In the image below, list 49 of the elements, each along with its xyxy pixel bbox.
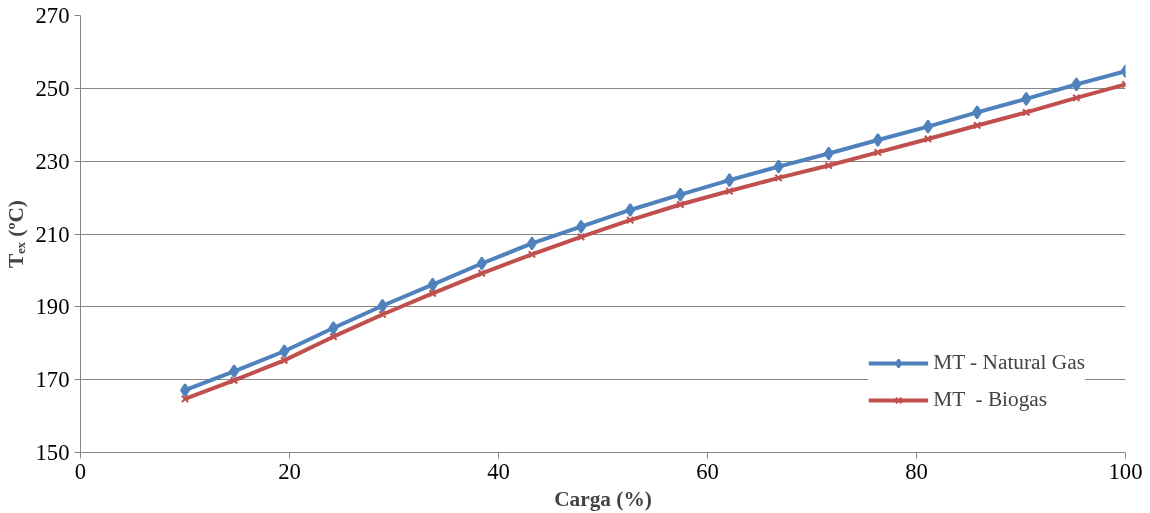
- point: [1022, 108, 1031, 117]
- point: [625, 215, 635, 225]
- point: [378, 310, 387, 319]
- point: [676, 200, 685, 209]
- point: [477, 269, 486, 278]
- point: [824, 161, 833, 170]
- point: [428, 289, 437, 298]
- x-tick-label: 100: [1108, 458, 1143, 484]
- point: [923, 134, 933, 144]
- y-tick-label: 210: [35, 221, 70, 247]
- point: [576, 232, 586, 242]
- y-tick-label: 270: [35, 3, 70, 28]
- y-tick-label: 190: [35, 294, 70, 320]
- point: [576, 219, 587, 234]
- y-tick-label: 150: [35, 440, 70, 465]
- point: [922, 119, 933, 134]
- x-tick-label: 80: [905, 458, 928, 484]
- x-tick-label: 0: [74, 458, 87, 484]
- y-tick-label: 250: [35, 75, 70, 101]
- point: [229, 376, 239, 385]
- point: [773, 159, 784, 174]
- y-axis-title: Tₑₓ (ºC): [3, 200, 28, 268]
- x-tick-label: 40: [487, 458, 510, 484]
- point: [377, 298, 388, 313]
- point: [526, 236, 537, 251]
- point: [229, 364, 240, 379]
- point: [675, 187, 686, 202]
- legend-label: MT - Biogas: [933, 387, 1048, 412]
- legend-label: MT - Natural Gas: [933, 350, 1085, 375]
- point: [724, 173, 735, 188]
- point: [1072, 93, 1081, 102]
- point: [823, 146, 834, 161]
- point: [625, 202, 636, 217]
- x-axis-title: Carga (%): [554, 486, 652, 511]
- x-tick-label: 60: [696, 458, 719, 484]
- point: [279, 344, 290, 359]
- point: [329, 332, 338, 341]
- point: [972, 105, 983, 120]
- point: [1071, 77, 1082, 92]
- y-tick-label: 230: [35, 148, 70, 174]
- point: [476, 256, 487, 271]
- y-tick-label: 170: [35, 367, 70, 393]
- point: [280, 356, 289, 365]
- point: [180, 394, 190, 404]
- point: [872, 133, 883, 148]
- point: [427, 277, 438, 292]
- point: [1021, 91, 1032, 106]
- point: [328, 320, 339, 335]
- x-tick-label: 20: [278, 458, 301, 484]
